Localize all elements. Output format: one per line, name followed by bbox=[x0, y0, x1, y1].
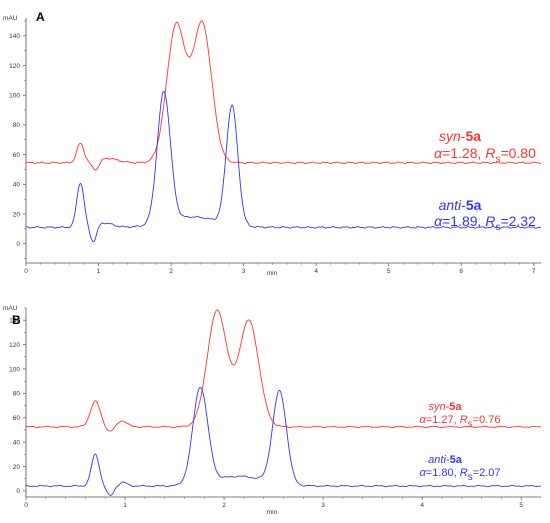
x-axis-label: min bbox=[267, 270, 278, 277]
series-line-syn bbox=[25, 20, 542, 171]
y-axis-label: mAU bbox=[3, 305, 18, 312]
y-tick-label: 140 bbox=[9, 317, 20, 324]
x-tick-label: 2 bbox=[169, 268, 173, 275]
series-stats-anti: α=1.89, Rs=2.32 bbox=[434, 213, 536, 233]
y-tick-label: 40 bbox=[13, 182, 21, 189]
y-tick-label: 0 bbox=[16, 241, 20, 248]
resolution-subscript: s bbox=[495, 222, 500, 233]
resolution-value: =0.80 bbox=[500, 145, 536, 161]
y-tick-label: 60 bbox=[13, 152, 21, 159]
y-tick-label: 60 bbox=[13, 415, 21, 422]
series-name-prefix: anti bbox=[428, 454, 446, 466]
x-axis-label: min bbox=[267, 509, 278, 516]
y-tick-label: 140 bbox=[9, 33, 20, 40]
x-tick-label: 1 bbox=[123, 502, 127, 509]
x-tick-label: 4 bbox=[314, 268, 318, 275]
series-name-anti: anti-5a bbox=[439, 197, 482, 213]
series-name-dash: - bbox=[446, 401, 450, 413]
y-tick-label: 40 bbox=[13, 439, 21, 446]
resolution-symbol: R bbox=[485, 145, 495, 161]
alpha-symbol: α bbox=[434, 145, 443, 161]
x-tick-label: 2 bbox=[222, 502, 226, 509]
y-tick-label: 80 bbox=[13, 391, 21, 398]
panel-label: B bbox=[12, 313, 21, 327]
series-name-anti: anti-5a bbox=[428, 454, 463, 466]
alpha-value: =1.27, bbox=[426, 414, 460, 426]
resolution-symbol: R bbox=[460, 467, 468, 479]
x-tick-label: 5 bbox=[387, 268, 391, 275]
resolution-symbol: R bbox=[460, 414, 468, 426]
series-name-compound: 5a bbox=[466, 197, 482, 213]
series-name-prefix: syn bbox=[439, 128, 461, 144]
y-tick-label: 0 bbox=[16, 488, 20, 495]
x-tick-label: 3 bbox=[321, 502, 325, 509]
series-name-compound: 5a bbox=[465, 128, 481, 144]
panel-label: A bbox=[36, 10, 45, 24]
y-axis-label: mAU bbox=[3, 15, 18, 22]
series-name-syn: syn-5a bbox=[428, 401, 462, 413]
resolution-subscript: s bbox=[468, 419, 473, 430]
alpha-symbol: α bbox=[434, 213, 443, 229]
x-tick-label: 0 bbox=[24, 268, 28, 275]
x-tick-label: 4 bbox=[420, 502, 424, 509]
x-tick-label: 5 bbox=[519, 502, 523, 509]
y-tick-label: 20 bbox=[13, 464, 21, 471]
series-name-compound: 5a bbox=[450, 454, 463, 466]
series-line-syn bbox=[25, 309, 542, 432]
series-name-dash: - bbox=[461, 197, 466, 213]
y-tick-label: 80 bbox=[13, 122, 21, 129]
series-line-anti bbox=[25, 386, 542, 496]
resolution-subscript: s bbox=[468, 472, 473, 483]
y-tick-label: 120 bbox=[9, 342, 20, 349]
series-stats-syn: α=1.28, Rs=0.80 bbox=[434, 145, 536, 165]
series-stats-anti: α=1.80, Rs=2.07 bbox=[419, 467, 500, 483]
alpha-value: =1.89, bbox=[442, 213, 485, 229]
series-name-syn: syn-5a bbox=[439, 128, 481, 144]
series-name-prefix: anti bbox=[439, 197, 462, 213]
resolution-subscript: s bbox=[495, 154, 500, 165]
alpha-value: =1.28, bbox=[442, 145, 485, 161]
series-stats-syn: α=1.27, Rs=0.76 bbox=[419, 414, 500, 430]
x-tick-label: 1 bbox=[97, 268, 101, 275]
x-tick-label: 7 bbox=[532, 268, 536, 275]
y-tick-label: 20 bbox=[13, 211, 21, 218]
x-tick-label: 6 bbox=[459, 268, 463, 275]
series-name-dash: - bbox=[461, 128, 466, 144]
resolution-value: =0.76 bbox=[473, 414, 501, 426]
series-name-compound: 5a bbox=[449, 401, 462, 413]
resolution-value: =2.32 bbox=[500, 213, 536, 229]
y-tick-label: 100 bbox=[9, 366, 20, 373]
alpha-symbol: α bbox=[419, 414, 426, 426]
x-tick-label: 3 bbox=[242, 268, 246, 275]
alpha-value: =1.80, bbox=[426, 467, 460, 479]
y-tick-label: 120 bbox=[9, 63, 20, 70]
x-tick-label: 0 bbox=[24, 502, 28, 509]
alpha-symbol: α bbox=[419, 467, 426, 479]
series-name-dash: - bbox=[446, 454, 450, 466]
series-line-anti bbox=[25, 90, 542, 243]
series-name-prefix: syn bbox=[428, 401, 445, 413]
resolution-symbol: R bbox=[485, 213, 495, 229]
resolution-value: =2.07 bbox=[473, 467, 501, 479]
y-tick-label: 100 bbox=[9, 93, 20, 100]
